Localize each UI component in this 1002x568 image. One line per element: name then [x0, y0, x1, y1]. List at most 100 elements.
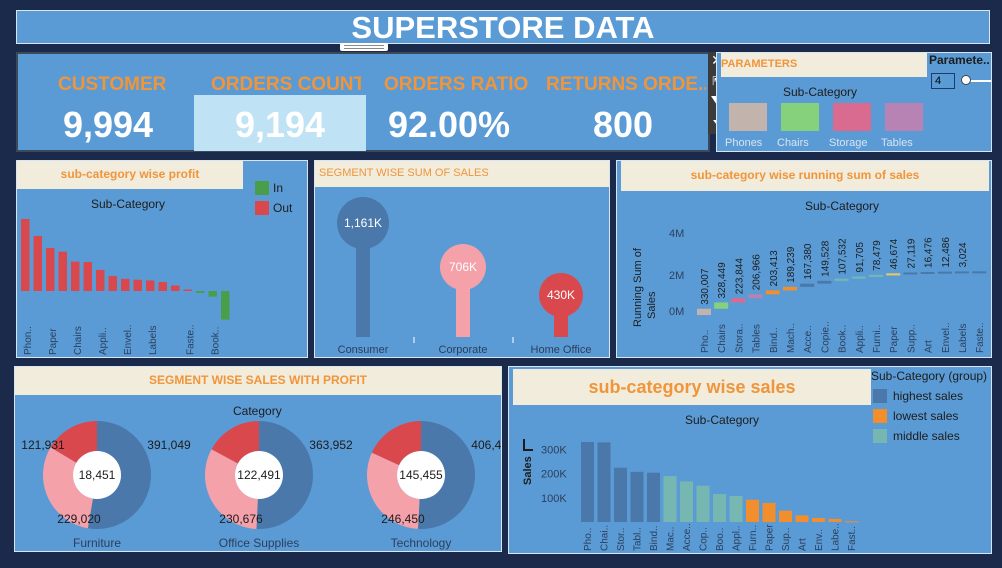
running-bar [851, 276, 866, 279]
running-data-label: 91,705 [855, 242, 866, 273]
param-swatch-chairs[interactable] [781, 103, 819, 131]
param-label-storage[interactable]: Storage [829, 137, 868, 149]
profit-panel: sub-category wise profit Sub-Category In… [16, 160, 308, 358]
donut-slice [87, 421, 152, 529]
running-ylabel: Running Sum of [632, 247, 644, 327]
donut-right-label: 391,049 [147, 438, 191, 452]
running-bar [972, 271, 987, 274]
running-bar [697, 308, 711, 315]
running-bar [783, 286, 797, 291]
profit-tick-label: Faste.. [186, 324, 197, 355]
running-bar [834, 278, 849, 281]
donut-center-label: 122,491 [237, 468, 281, 482]
sort-icon[interactable] [523, 439, 533, 451]
sales-tick-label: Stor.. [616, 528, 627, 551]
running-ylabel-2: Sales [646, 291, 658, 319]
param-swatch-phones[interactable] [729, 103, 767, 131]
sales-bar [779, 510, 792, 522]
running-bar [869, 274, 883, 277]
running-bar [800, 283, 815, 287]
sales-tick-label: Boo.. [715, 528, 726, 551]
running-bar [955, 271, 969, 274]
sales-legend-title: Sub-Category (group) [871, 369, 988, 383]
profit-bar [108, 276, 117, 291]
param-slider-track[interactable] [963, 80, 991, 82]
donut-chart: 18,451 391,049 229,020 121,931 Furniture 122,… [21, 421, 501, 550]
sales-tick-label: Sup.. [781, 528, 792, 551]
lollipop-head [539, 273, 583, 317]
param-slider-thumb[interactable] [961, 75, 971, 85]
profit-bar [83, 262, 92, 291]
profit-bar [46, 247, 55, 291]
running-chart: Running Sum of Sales 4M 2M 0M 330,007 Pho.. 328… [632, 228, 987, 353]
profit-bar [196, 291, 205, 293]
profit-tick-label: Phon.. [23, 326, 34, 355]
running-ytick: 4M [669, 228, 684, 240]
profit-tick-label: Labels [148, 326, 159, 355]
sales-caption: Sub-Category [685, 413, 760, 427]
donut-slice [256, 421, 314, 529]
param-swatch-tables[interactable] [885, 103, 923, 131]
donut-category-label: Technology [391, 536, 452, 550]
running-data-label: 203,413 [769, 250, 780, 287]
profit-bar [146, 280, 155, 291]
sales-tick-label: Acce.. [682, 523, 693, 551]
donut-center-label: 18,451 [79, 468, 116, 482]
profit-bar [171, 285, 180, 291]
running-tick-label: Supp.. [906, 324, 917, 353]
running-caption: Sub-Category [805, 199, 880, 213]
kpi-value-orders-ratio: 92.00% [387, 104, 511, 145]
kpi-panel: CUSTOMER ORDERS COUNT ORDERS RATIO RETUR… [16, 52, 710, 152]
running-bar [903, 272, 918, 275]
running-bar [731, 298, 746, 303]
param-label-phones[interactable]: Phones [725, 137, 763, 149]
donut-bottom-label: 230,676 [219, 512, 263, 526]
param-input[interactable]: 4 [931, 73, 955, 89]
running-ytick: 2M [669, 270, 684, 282]
donut-slice [367, 452, 420, 529]
sales-bar [746, 499, 759, 522]
sales-ylabel: Sales [522, 456, 534, 485]
segment-panel: SEGMENT WISE SUM OF SALES 1,161K Consumer… [314, 160, 610, 358]
legend-in-swatch [255, 181, 269, 195]
sales-bar [614, 467, 627, 522]
profit-bar [133, 279, 142, 291]
running-tick-label: Book.. [838, 325, 849, 353]
running-data-label: 27,119 [906, 238, 917, 268]
sales-tick-label: Art [798, 538, 809, 551]
profit-bar [21, 219, 30, 291]
param-label-chairs[interactable]: Chairs [777, 137, 809, 149]
lollipop-value: 430K [547, 288, 575, 302]
profit-chart: Phon.. Paper Chairs Appli.. Envel.. Labels Fas… [21, 219, 230, 355]
profit-tick-label: Appli.. [98, 327, 109, 355]
running-tick-label: Chairs [717, 324, 728, 353]
lollipop-value: 1,161K [344, 216, 382, 230]
profit-caption: Sub-Category [91, 197, 166, 211]
sales-bar [630, 471, 644, 522]
legend-middle-label: middle sales [893, 429, 960, 443]
drag-handle[interactable] [340, 43, 388, 51]
donut-bottom-label: 229,020 [57, 512, 101, 526]
parameters-caption: Sub-Category [783, 85, 858, 99]
donut-right-label: 363,952 [309, 438, 353, 452]
running-bar [937, 271, 952, 274]
running-data-label: 167,380 [803, 243, 814, 280]
running-data-label: 330,007 [700, 268, 711, 305]
running-tick-label: Art [924, 340, 935, 353]
profit-bar [33, 235, 42, 291]
kpi-value-orders-count: 9,194 [234, 104, 326, 145]
sales-bar [581, 442, 594, 522]
profit-bar [183, 289, 192, 291]
running-tick-label: Copie.. [820, 321, 831, 353]
param-swatch-storage[interactable] [833, 103, 871, 131]
donut-panel: SEGMENT WISE SALES WITH PROFIT Category … [14, 366, 502, 552]
running-bar [748, 294, 763, 299]
profit-bar [96, 269, 105, 291]
param-label-tables[interactable]: Tables [881, 137, 913, 149]
profit-bar [208, 291, 217, 297]
running-panel: sub-category wise running sum of sales S… [616, 160, 992, 358]
sales-ytick: 200K [541, 469, 567, 481]
profit-header: sub-category wise profit [17, 161, 243, 189]
running-data-label: 3,024 [958, 242, 969, 267]
profit-tick-label: Envel.. [123, 324, 134, 355]
